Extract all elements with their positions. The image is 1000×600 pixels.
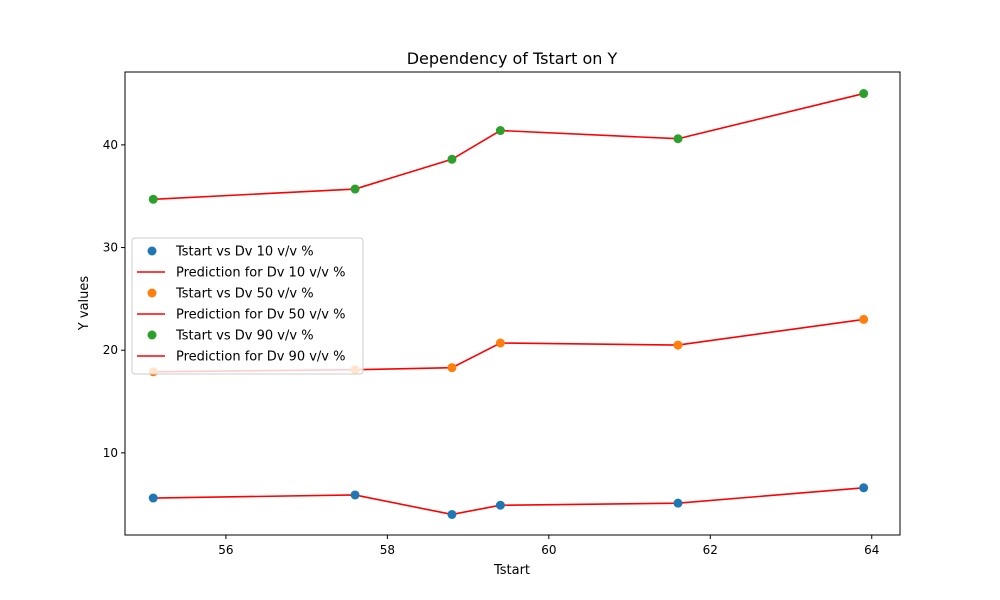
legend-label-4: Tstart vs Dv 90 v/v % — [175, 329, 314, 344]
y-tick-label-3: 40 — [103, 138, 118, 152]
legend-marker-2 — [147, 288, 157, 298]
legend-label-0: Tstart vs Dv 10 v/v % — [175, 245, 314, 260]
y-tick-label-1: 20 — [103, 343, 118, 357]
data-point-0-1 — [350, 490, 360, 500]
legend-marker-0 — [147, 246, 157, 256]
x-tick-label-0: 56 — [218, 543, 233, 557]
x-tick-label-4: 64 — [864, 543, 879, 557]
chart-title: Dependency of Tstart on Y — [407, 49, 618, 68]
data-point-4-5 — [859, 89, 869, 99]
x-tick-label-2: 60 — [541, 543, 556, 557]
data-point-0-0 — [148, 493, 158, 503]
legend-marker-4 — [147, 330, 157, 340]
legend-label-2: Tstart vs Dv 50 v/v % — [175, 287, 314, 302]
data-point-4-3 — [495, 126, 505, 136]
y-axis-label: Y values — [77, 276, 92, 332]
data-point-0-4 — [673, 498, 683, 508]
legend-label-3: Prediction for Dv 50 v/v % — [176, 308, 345, 323]
y-tick-label-2: 30 — [103, 241, 118, 255]
data-point-2-4 — [673, 340, 683, 350]
data-point-4-0 — [148, 194, 158, 204]
axes-frame — [124, 71, 901, 536]
legend-box — [131, 237, 364, 375]
data-point-0-2 — [447, 509, 457, 519]
plot-area: 56 58 60 62 64 10 20 30 40 — [103, 71, 901, 557]
data-point-4-4 — [673, 134, 683, 144]
data-point-2-2 — [447, 363, 457, 373]
y-tick-label-0: 10 — [103, 446, 118, 460]
legend: Tstart vs Dv 10 v/v % Prediction for Dv 1… — [131, 237, 364, 375]
data-point-2-5 — [859, 314, 869, 324]
x-axis-label: Tstart — [493, 563, 530, 578]
data-point-0-3 — [495, 500, 505, 510]
x-tick-label-3: 62 — [703, 543, 718, 557]
series-line-5 — [153, 92, 864, 201]
data-point-4-1 — [350, 184, 360, 194]
legend-label-5: Prediction for Dv 90 v/v % — [176, 350, 345, 365]
x-tick-label-1: 58 — [380, 543, 395, 557]
legend-label-1: Prediction for Dv 10 v/v % — [176, 266, 345, 281]
data-point-2-3 — [495, 338, 505, 348]
series-line-1 — [153, 486, 864, 516]
data-point-4-2 — [447, 154, 457, 164]
data-point-0-5 — [859, 483, 869, 493]
